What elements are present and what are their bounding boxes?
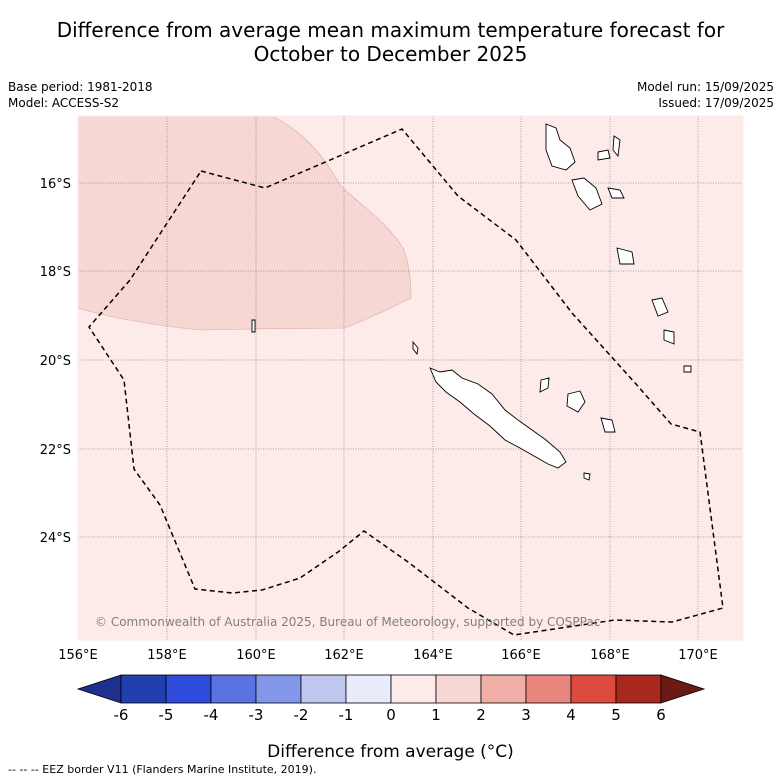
chesterfield-islands-outline	[251, 319, 419, 356]
lat-label-20s: 20°S	[40, 354, 71, 369]
lon-label-156e: 156°E	[58, 648, 98, 663]
loyalty-islands-outline	[539, 377, 616, 481]
eez-legend-note: -- -- -- EEZ border V11 (Flanders Marine…	[8, 763, 317, 776]
vanuatu-islands-outline	[545, 123, 692, 373]
lon-label-168e: 168°E	[590, 648, 630, 663]
lat-label-16s: 16°S	[40, 177, 71, 192]
base-period: Base period: 1981-2018	[8, 80, 153, 94]
title-line-2: October to December 2025	[253, 42, 528, 66]
colorbar-tick: 2	[476, 706, 486, 724]
colorbar-tick: 5	[611, 706, 621, 724]
colorbar-label: Difference from average (°C)	[267, 742, 514, 762]
gridlines	[78, 116, 743, 640]
colorbar-bin-m5-m4	[165, 674, 212, 704]
colorbar-tick: -3	[249, 706, 264, 724]
lon-label-162e: 162°E	[324, 648, 364, 663]
colorbar-bin-2-3	[480, 674, 527, 704]
colorbar	[76, 674, 706, 704]
lat-label-22s: 22°S	[40, 443, 71, 458]
copyright-notice: © Commonwealth of Australia 2025, Bureau…	[95, 615, 600, 629]
meta-right: Model run: 15/09/2025 Issued: 17/09/2025	[637, 79, 774, 111]
colorbar-tick: -5	[159, 706, 174, 724]
colorbar-bin-m2-m1	[300, 674, 347, 704]
lon-label-166e: 166°E	[501, 648, 541, 663]
map-frame	[77, 115, 744, 641]
colorbar-tick: -4	[204, 706, 219, 724]
colorbar-bin-3-4	[525, 674, 572, 704]
colorbar-tick: 4	[566, 706, 576, 724]
longitude-labels: 156°E 158°E 160°E 162°E 164°E 166°E 168°…	[58, 648, 718, 663]
colorbar-ticks: -6 -5 -4 -3 -2 -1 0 1 2 3 4 5 6	[114, 706, 666, 724]
colorbar-bin-4-5	[570, 674, 617, 704]
colorbar-bin-m4-m3	[210, 674, 257, 704]
coastlines	[251, 123, 692, 481]
latitude-labels: 16°S 18°S 20°S 22°S 24°S	[40, 177, 71, 546]
colorbar-tick: 6	[656, 706, 666, 724]
colorbar-tick: -1	[339, 706, 354, 724]
colorbar-tick: 3	[521, 706, 531, 724]
colorbar-bin-1-2	[435, 674, 482, 704]
colorbar-bin-5-6	[615, 674, 662, 704]
colorbar-tick: -6	[114, 706, 129, 724]
lon-label-164e: 164°E	[413, 648, 453, 663]
issued-date: Issued: 17/09/2025	[658, 96, 774, 110]
new-caledonia-outline	[429, 367, 567, 469]
colorbar-bin-m6-m5	[120, 674, 167, 704]
colorbar-tick: 1	[431, 706, 441, 724]
eez-border	[88, 128, 724, 636]
model-name: Model: ACCESS-S2	[8, 96, 120, 110]
map-title: Difference from average mean maximum tem…	[0, 18, 781, 66]
colorbar-tick: 0	[386, 706, 396, 724]
colorbar-tick: -2	[294, 706, 309, 724]
lat-label-18s: 18°S	[40, 265, 71, 280]
colorbar-bin-m3-m2	[255, 674, 302, 704]
colorbar-extend-high	[660, 674, 706, 704]
lon-label-170e: 170°E	[678, 648, 718, 663]
lon-label-160e: 160°E	[236, 648, 276, 663]
model-run: Model run: 15/09/2025	[636, 80, 774, 94]
lon-label-158e: 158°E	[147, 648, 187, 663]
lat-label-24s: 24°S	[40, 531, 71, 546]
colorbar-extend-low	[76, 674, 122, 704]
meta-left: Base period: 1981-2018 Model: ACCESS-S2	[8, 79, 153, 111]
title-line-1: Difference from average mean maximum tem…	[56, 18, 725, 42]
warm-anomaly-region	[77, 115, 412, 331]
colorbar-bin-0-1	[390, 674, 437, 704]
colorbar-bin-m1-0	[345, 674, 392, 704]
